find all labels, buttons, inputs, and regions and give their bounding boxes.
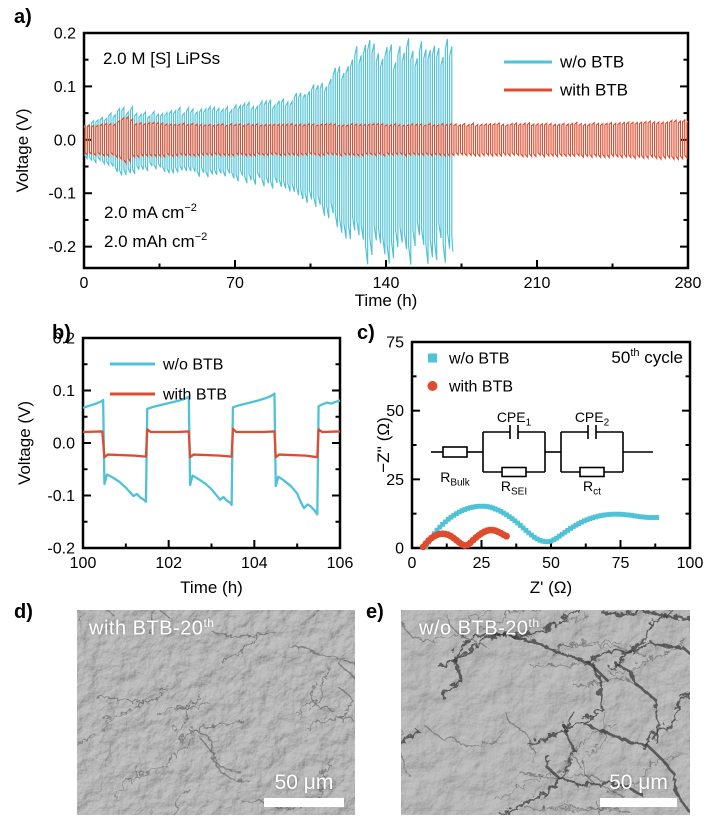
series-w-o-btb xyxy=(82,392,341,516)
panel-d-sem-image: with BTB-20th 50 μm xyxy=(77,610,355,815)
sem-noise-field xyxy=(77,610,355,815)
panel-d-label: d) xyxy=(14,601,33,623)
axes: 0 25 50 75 100 0 25 50 75 Z' (Ω) −Z'' (Ω) xyxy=(374,335,703,598)
x-tick-label: 0 xyxy=(408,555,417,572)
panel-d-sample-label: with BTB-20th xyxy=(89,616,214,641)
panel-d-scalebar: 50 μm xyxy=(264,771,344,807)
panel-c-label: c) xyxy=(357,322,375,344)
legend-b: w/o BTB with BTB xyxy=(110,357,227,404)
panel-d-scalebar-text: 50 μm xyxy=(274,771,334,794)
y-tick-label: -0.2 xyxy=(48,239,76,256)
x-tick-label: 50 xyxy=(542,555,560,572)
panel-e-sample-label-sup: th xyxy=(528,616,540,630)
x-axis-title: Time (h) xyxy=(180,578,243,597)
panel-e-scalebar-text: 50 μm xyxy=(609,771,668,794)
circuit-label-cpe1: CPE1​ xyxy=(497,409,532,428)
circuit-label-rct: Rct​ xyxy=(583,478,601,497)
x-tick-label: 140 xyxy=(373,275,400,292)
x-tick-label: 280 xyxy=(675,275,702,292)
x-axis-title: Time (h) xyxy=(355,291,418,310)
circuit-label-cpe2: CPE2​ xyxy=(575,409,610,428)
legend-label-1: with BTB xyxy=(162,387,227,404)
panel-e-label: e) xyxy=(366,601,384,623)
x-tick-label: 25 xyxy=(473,555,491,572)
axes: 0 70 140 210 280 0.2 0.1 0.0 -0.1 -0.2 Time (h) Vol… xyxy=(13,26,701,311)
legend-label-1: with BTB xyxy=(559,81,628,100)
panel-b-voltage-zoom-chart: 100 102 104 106 0.2 0.1 0.0 -0.1 -0.2 Time (h) Vol… xyxy=(15,331,353,598)
y-tick-label: 0.0 xyxy=(53,436,75,453)
y-tick-label: 50 xyxy=(386,403,404,420)
circuit-label-rbulk: RBulk​ xyxy=(440,469,471,488)
areal-capacity-annotation: 2.0 mAh cm−2​ xyxy=(104,231,207,251)
x-tick-label: 210 xyxy=(524,275,551,292)
panel-e-sample-label-text: w/o BTB-20 xyxy=(419,617,529,640)
series-w-o-btb xyxy=(423,503,660,550)
legend-label-0: w/o BTB xyxy=(448,351,509,368)
x-tick-label: 75 xyxy=(612,555,630,572)
panel-e-sem-image: w/o BTB-20th 50 μm xyxy=(401,610,690,815)
y-tick-label: 0.1 xyxy=(54,79,76,96)
circuit-label-rsei: RSEI​ xyxy=(501,478,527,497)
x-tick-label: 104 xyxy=(241,555,268,572)
y-tick-label: -0.1 xyxy=(48,186,76,203)
y-tick-label: 75 xyxy=(386,335,404,352)
legend-marker-1 xyxy=(427,381,438,391)
y-axis-title: −Z'' (Ω) xyxy=(374,417,393,473)
panel-a-label: a) xyxy=(14,6,32,28)
y-tick-label: 25 xyxy=(386,472,404,489)
legend-label-1: with BTB xyxy=(448,379,513,396)
legend-c: w/o BTB with BTB xyxy=(427,351,513,396)
y-tick-label: -0.2 xyxy=(47,541,75,558)
x-tick-label: 100 xyxy=(677,555,704,572)
panel-d-sample-label-sup: th xyxy=(203,616,215,630)
series-with-btb xyxy=(83,115,689,166)
electrolyte-annotation: 2.0 M [S] LiPSs xyxy=(103,49,220,68)
legend-marker-0 xyxy=(428,353,437,363)
y-tick-label: 0.2 xyxy=(54,26,76,43)
legend-label-0: w/o BTB xyxy=(559,53,624,72)
y-tick-label: 0 xyxy=(395,541,404,558)
x-tick-label: 106 xyxy=(327,555,354,572)
series-with-btb xyxy=(419,526,510,551)
y-axis-title: Voltage (V) xyxy=(13,108,32,192)
equivalent-circuit-inset xyxy=(431,425,653,478)
current-density-annotation: 2.0 mA cm−2​ xyxy=(104,202,197,222)
x-axis-title: Z' (Ω) xyxy=(530,578,572,597)
x-tick-label: 0 xyxy=(80,275,89,292)
x-tick-label: 70 xyxy=(226,275,244,292)
panel-e-scalebar-bar xyxy=(600,798,677,807)
legend-label-0: w/o BTB xyxy=(162,357,223,374)
x-tick-label: 100 xyxy=(70,555,97,572)
y-tick-label: 0.0 xyxy=(54,132,76,149)
y-tick-label: 0.1 xyxy=(53,383,75,400)
panel-b-label: b) xyxy=(52,322,71,344)
axes: 100 102 104 106 0.2 0.1 0.0 -0.1 -0.2 Time (h) Vol… xyxy=(15,331,353,598)
x-tick-label: 102 xyxy=(155,555,182,572)
panel-e-sample-label: w/o BTB-20th xyxy=(419,616,540,641)
sem-texture-e xyxy=(401,610,690,815)
panel-c-nyquist-chart: 0 25 50 75 100 0 25 50 75 Z' (Ω) −Z'' (Ω) w/o BTB wi… xyxy=(374,335,703,598)
legend-a: w/o BTB with BTB xyxy=(504,53,628,100)
sem-cracks xyxy=(401,610,690,815)
y-axis-title: Voltage (V) xyxy=(15,401,34,485)
sem-tone-overlay xyxy=(77,610,355,815)
panel-e-scalebar: 50 μm xyxy=(600,771,677,807)
y-tick-label: 0.2 xyxy=(53,331,75,348)
sem-texture-d xyxy=(77,610,355,815)
panel-d-sample-label-text: with BTB-20 xyxy=(89,617,204,640)
panel-a-voltage-time-chart: 0 70 140 210 280 0.2 0.1 0.0 -0.1 -0.2 Time (h) Vol… xyxy=(13,26,701,311)
cycle-number-note: 50th​ cycle xyxy=(611,347,683,367)
panel-d-scalebar-bar xyxy=(264,798,344,807)
series-with-btb xyxy=(82,427,341,459)
y-tick-label: -0.1 xyxy=(47,488,75,505)
